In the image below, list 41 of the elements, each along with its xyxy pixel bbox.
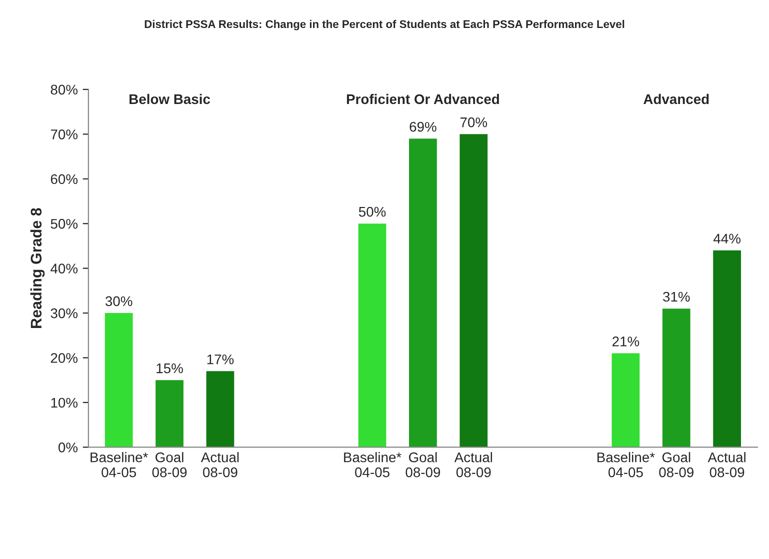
data-label: 15%: [156, 363, 183, 374]
y-tick-label: 70%: [50, 129, 78, 140]
x-tick-label: Goal 08-09: [659, 452, 694, 478]
annotation: Proficient Or Advanced: [346, 94, 499, 104]
annotation: Below Basic: [130, 94, 210, 104]
annotation: Advanced: [644, 94, 709, 104]
y-tick-label: 50%: [50, 218, 78, 229]
bar: [460, 134, 488, 448]
data-label: 69%: [410, 122, 436, 132]
bar: [662, 308, 690, 448]
x-tick-label: Goal 08-09: [152, 452, 187, 478]
y-tick-label: 30%: [50, 308, 78, 318]
y-tick-label: 10%: [51, 398, 78, 408]
y-tick-label: 40%: [50, 264, 78, 274]
y-tick-label: 60%: [50, 174, 78, 184]
data-label: 17%: [207, 354, 234, 364]
data-label: 31%: [663, 292, 690, 302]
data-label: 44%: [713, 234, 740, 244]
y-axis-title: Reading Grade 8: [30, 208, 45, 328]
x-tick-label: Actual 08-09: [454, 452, 492, 478]
bar: [713, 250, 741, 448]
data-label: 21%: [612, 336, 640, 346]
y-tick-label: 80%: [50, 84, 78, 95]
bar: [104, 313, 133, 448]
bar: [156, 380, 184, 448]
x-tick-label: Baseline* 04-05: [90, 452, 148, 478]
bar: [358, 224, 386, 448]
y-tick-label: 20%: [50, 353, 78, 363]
x-tick-label: Baseline* 04-05: [597, 452, 655, 478]
bar: [409, 138, 437, 448]
data-label: 50%: [358, 206, 386, 217]
bar: [612, 353, 640, 448]
data-label: 30%: [105, 296, 132, 306]
y-tick-label: 0%: [58, 442, 78, 452]
x-tick-label: Actual 08-09: [708, 452, 746, 478]
bar: [206, 371, 234, 448]
x-tick-label: Baseline* 04-05: [344, 452, 402, 478]
x-tick-label: Actual 08-09: [200, 452, 239, 478]
x-tick-label: Goal 08-09: [406, 452, 440, 478]
data-label: 70%: [460, 117, 488, 128]
chart-title: District PSSA Results: Change in the Percent of Students at Each PSSA Performance Level: [144, 20, 624, 30]
